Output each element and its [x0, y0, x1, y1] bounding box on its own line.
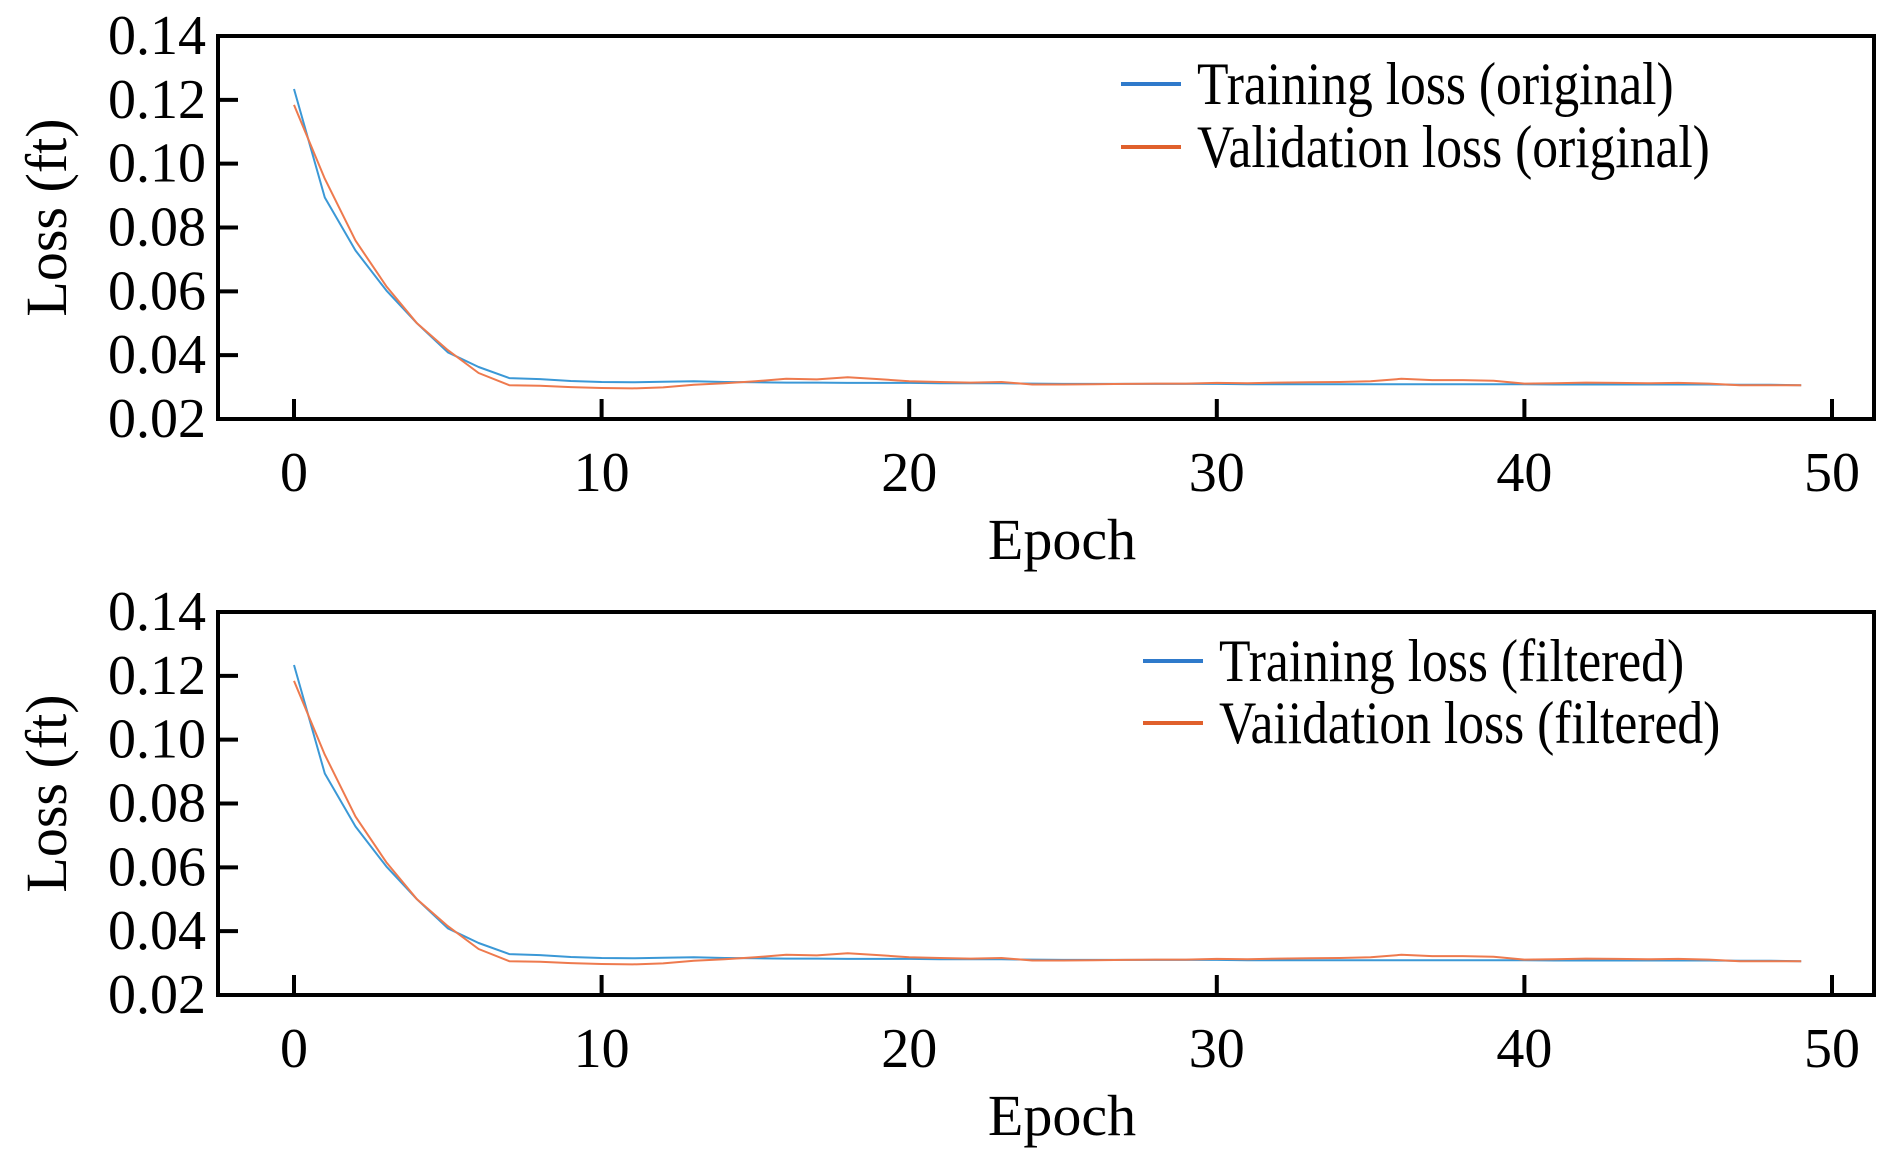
y-tick-label: 0.06: [108, 260, 206, 322]
y-tick-label: 0.04: [108, 900, 206, 962]
y-tick-label: 0.12: [108, 645, 206, 707]
x-tick-label: 10: [574, 442, 630, 504]
x-tick-label: 50: [1804, 442, 1860, 504]
legend-item-validation: Vaiidation loss (filtered): [1143, 690, 1720, 757]
x-tick-label: 0: [280, 1018, 308, 1080]
y-tick-label: 0.02: [108, 964, 206, 1026]
x-tick-label: 20: [881, 442, 937, 504]
x-tick-label: 20: [881, 1018, 937, 1080]
y-tick-label: 0.14: [108, 581, 206, 643]
legend-item-training: Training loss (filtered): [1143, 628, 1684, 695]
x-axis-label: Epoch: [988, 1083, 1136, 1148]
y-tick-label: 0.08: [108, 197, 206, 259]
x-axis-label: Epoch: [988, 507, 1136, 572]
x-tick-label: 40: [1496, 1018, 1552, 1080]
x-tick-label: 0: [280, 442, 308, 504]
legend-label: Training loss (filtered): [1219, 628, 1684, 694]
legend: Training loss (filtered)Vaiidation loss …: [1143, 628, 1720, 757]
y-axis-label: Loss (ft): [14, 694, 79, 892]
legend-label: Validation loss (original): [1197, 114, 1710, 180]
legend: Training loss (original)Validation loss …: [1121, 51, 1710, 181]
legend-item-validation: Validation loss (original): [1121, 114, 1710, 181]
y-tick-label: 0.02: [108, 388, 206, 450]
x-tick-label: 10: [574, 1018, 630, 1080]
x-tick-label: 50: [1804, 1018, 1860, 1080]
y-axis-label: Loss (ft): [14, 118, 79, 316]
y-tick-label: 0.06: [108, 836, 206, 898]
series-line-validation: [293, 104, 1802, 390]
y-tick-label: 0.14: [108, 5, 206, 67]
panel-original: 0 10 20 30 40 50 0.020.040.060.080.100.120.14 E…: [14, 5, 1876, 572]
y-tick-label: 0.04: [108, 324, 206, 386]
y-tick-label: 0.12: [108, 69, 206, 131]
legend-label: Vaiidation loss (filtered): [1219, 690, 1720, 756]
x-tick-label: 40: [1496, 442, 1552, 504]
x-tick-label: 30: [1189, 442, 1245, 504]
x-tick-label: 30: [1189, 1018, 1245, 1080]
legend-label: Training loss (original): [1197, 51, 1674, 117]
y-tick-label: 0.10: [108, 709, 206, 771]
legend-item-training: Training loss (original): [1121, 51, 1674, 118]
y-tick-label: 0.10: [108, 133, 206, 195]
y-tick-label: 0.08: [108, 773, 206, 835]
series-line-validation: [293, 680, 1802, 966]
panel-filtered: 0 10 20 30 40 50 0.020.040.060.080.100.120.14 E…: [14, 581, 1876, 1148]
